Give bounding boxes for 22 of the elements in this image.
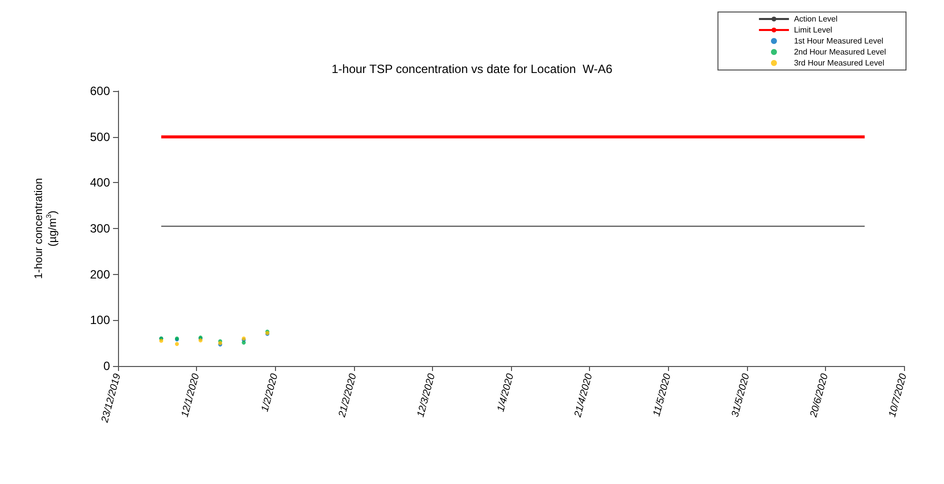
x-tick-label: 1/2/2020 xyxy=(260,372,281,414)
x-tick-label: 1/4/2020 xyxy=(496,372,516,414)
y-tick-label: 400 xyxy=(90,176,110,190)
chart-title: 1-hour TSP concentration vs date for Location W-A6 xyxy=(332,62,613,76)
y-tick-label: 500 xyxy=(90,130,110,144)
x-tick-label: 10/7/2020 xyxy=(887,372,910,418)
x-tick-label: 21/2/2020 xyxy=(336,372,360,420)
legend-label: Action Level xyxy=(794,14,838,24)
x-tick-label: 11/5/2020 xyxy=(652,372,674,418)
x-tick-label: 12/3/2020 xyxy=(416,372,438,418)
legend-label: 1st Hour Measured Level xyxy=(794,36,884,46)
x-tick-label: 31/5/2020 xyxy=(730,372,752,418)
x-tick-label: 21/4/2020 xyxy=(572,372,596,420)
legend-label: 2nd Hour Measured Level xyxy=(794,48,886,56)
y-tick-label: 200 xyxy=(90,267,110,282)
legend-label: Limit Level xyxy=(794,26,832,34)
y-tick-label: 600 xyxy=(90,84,110,98)
y-tick-label: 0 xyxy=(103,359,110,373)
y-tick-label: 100 xyxy=(90,313,110,328)
y-tick-label: 300 xyxy=(90,222,110,236)
legend-label: 3rd Hour Measured Level xyxy=(794,58,884,68)
x-tick-label: 12/1/2020 xyxy=(180,372,202,418)
